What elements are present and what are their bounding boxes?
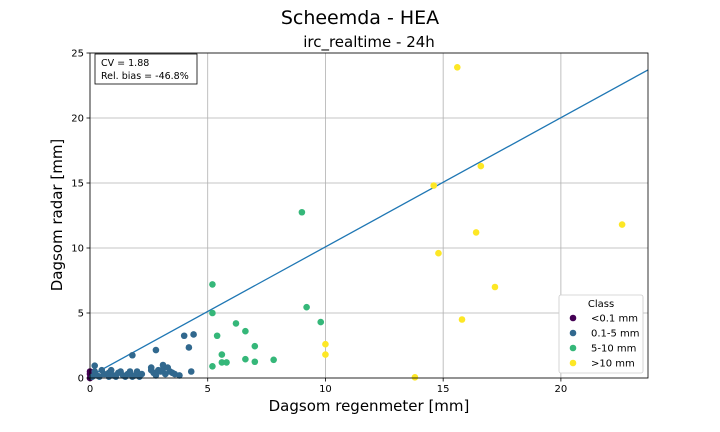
- data-point: [187, 368, 195, 375]
- data-point: [491, 283, 499, 291]
- data-point: [209, 363, 216, 370]
- data-point: [411, 374, 419, 381]
- data-point: [472, 229, 480, 236]
- data-point: [477, 162, 485, 170]
- data-point: [107, 366, 115, 374]
- stats-box: CV = 1.88 Rel. bias = -46.8%: [94, 53, 198, 85]
- data-point: [218, 351, 226, 358]
- x-tick-label: 20: [555, 384, 568, 395]
- plot-frame: [89, 52, 649, 379]
- x-tick-label: 10: [319, 384, 332, 395]
- y-tick-label: 5: [78, 309, 84, 320]
- x-tick-label: 0: [87, 384, 93, 395]
- data-point: [322, 351, 329, 358]
- legend-label: 5-10 mm: [591, 344, 636, 355]
- axes-title: irc_realtime - 24h: [303, 33, 435, 52]
- legend-items: <0.1 mm 0.1-5 mm 5-10 mm >10 mm: [569, 314, 640, 370]
- y-axis-label: Dagsom radar [mm]: [48, 139, 66, 292]
- data-point: [152, 346, 160, 354]
- data-points: [86, 64, 626, 382]
- data-point: [251, 342, 259, 350]
- stats-box-frame: [94, 53, 198, 85]
- data-point: [138, 370, 146, 378]
- cv-text: CV = 1.88: [101, 58, 149, 69]
- data-point: [180, 332, 188, 340]
- legend-marker: [569, 329, 577, 337]
- legend: Class <0.1 mm 0.1-5 mm 5-10 mm >10 mm: [558, 294, 644, 374]
- legend-marker: [569, 314, 577, 322]
- data-point: [242, 327, 249, 335]
- y-tick-label: 10: [71, 244, 84, 255]
- data-point: [618, 221, 626, 228]
- data-point: [317, 318, 325, 326]
- data-point: [430, 182, 438, 189]
- y-tick-label: 25: [71, 49, 84, 60]
- figure-title: Scheemda - HEA: [281, 7, 439, 29]
- data-point: [126, 368, 134, 375]
- data-point: [185, 344, 193, 351]
- plot-area: [90, 53, 648, 378]
- legend-label: >10 mm: [591, 359, 635, 370]
- data-point: [152, 372, 160, 379]
- data-point: [218, 359, 226, 366]
- data-point: [209, 309, 216, 317]
- fit-line: [89, 69, 649, 377]
- y-tick-label: 20: [71, 114, 84, 125]
- x-tick-label: 5: [205, 384, 211, 395]
- legend-marker: [569, 344, 577, 352]
- x-tick-label: 15: [437, 384, 450, 395]
- x-axis-label: Dagsom regenmeter [mm]: [269, 397, 470, 415]
- legend-frame: [558, 294, 644, 374]
- data-point: [176, 372, 183, 379]
- data-point: [232, 320, 240, 327]
- y-tick-label: 0: [78, 374, 84, 385]
- legend-marker: [569, 359, 577, 367]
- data-point: [453, 64, 461, 71]
- y-tick-label: 15: [71, 179, 84, 190]
- fit-line-group: [89, 69, 649, 377]
- data-point: [190, 331, 197, 338]
- data-point: [209, 281, 216, 288]
- data-point: [242, 355, 249, 363]
- data-point: [322, 340, 329, 348]
- data-point: [91, 362, 99, 369]
- bias-text: Rel. bias = -46.8%: [101, 71, 189, 82]
- data-point: [129, 351, 136, 359]
- legend-label: <0.1 mm: [591, 314, 638, 325]
- axis-ticks: 0 5 10 15 20 0 5 10 15 20 25: [71, 49, 567, 396]
- data-point: [213, 332, 221, 340]
- data-point: [435, 249, 442, 257]
- data-point: [270, 356, 277, 364]
- data-point: [251, 358, 259, 366]
- legend-title: Class: [588, 299, 614, 310]
- data-point: [298, 208, 306, 216]
- data-point: [223, 359, 230, 366]
- legend-label: 0.1-5 mm: [591, 329, 640, 340]
- data-point: [458, 316, 466, 323]
- data-point: [303, 303, 310, 311]
